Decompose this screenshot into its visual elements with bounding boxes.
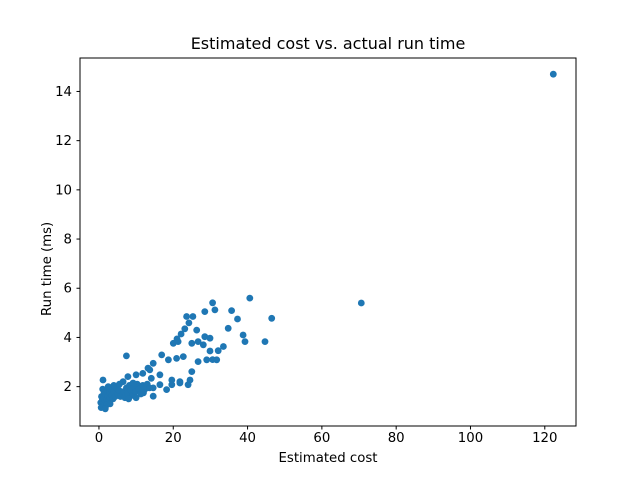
- data-point: [213, 356, 221, 364]
- data-point: [261, 338, 269, 345]
- data-point: [357, 299, 365, 307]
- data-point: [220, 343, 227, 350]
- data-point: [549, 70, 557, 78]
- data-point: [149, 392, 157, 400]
- y-tick-label: 2: [64, 380, 72, 395]
- y-tick-label: 6: [64, 282, 72, 297]
- data-point: [183, 313, 191, 320]
- data-point: [201, 333, 209, 341]
- data-point: [123, 352, 130, 360]
- y-tick-label: 12: [55, 134, 72, 149]
- data-point: [124, 373, 132, 380]
- data-point: [184, 381, 192, 389]
- data-point: [140, 389, 147, 397]
- data-point: [129, 379, 137, 387]
- data-point: [106, 400, 114, 408]
- x-tick-label: 80: [388, 431, 405, 446]
- data-point: [194, 338, 202, 345]
- data-point: [185, 319, 193, 327]
- y-axis-label: Run time (ms): [40, 221, 55, 316]
- data-point: [132, 394, 140, 402]
- y-tick-label: 8: [64, 233, 72, 248]
- data-point: [193, 326, 201, 334]
- data-point: [211, 306, 219, 314]
- data-point: [156, 381, 164, 389]
- data-point: [241, 338, 249, 345]
- data-point: [147, 374, 155, 382]
- data-point: [101, 405, 109, 413]
- data-point: [228, 307, 236, 314]
- data-point: [116, 380, 123, 388]
- data-point: [188, 368, 196, 375]
- data-point: [125, 395, 133, 403]
- data-point: [139, 370, 147, 377]
- data-point: [156, 371, 164, 379]
- data-point: [132, 371, 140, 379]
- data-point: [239, 331, 247, 339]
- data-point: [199, 341, 207, 349]
- data-point: [214, 347, 222, 355]
- data-point: [179, 353, 187, 360]
- x-tick-label: 100: [458, 431, 483, 446]
- x-tick-label: 60: [313, 431, 330, 446]
- data-point: [246, 294, 254, 302]
- data-point: [203, 356, 211, 364]
- data-point: [206, 334, 214, 342]
- data-point: [176, 379, 184, 387]
- data-point: [146, 384, 153, 392]
- data-point: [163, 386, 171, 393]
- chart-title: Estimated cost vs. actual run time: [190, 34, 466, 53]
- data-point: [144, 364, 152, 372]
- x-tick-label: 20: [165, 431, 182, 446]
- data-point: [173, 355, 181, 362]
- data-point: [165, 356, 172, 364]
- data-point: [201, 308, 209, 315]
- data-point: [209, 299, 217, 307]
- x-tick-label: 120: [532, 431, 557, 446]
- y-tick-label: 10: [55, 183, 72, 198]
- y-tick-label: 4: [64, 331, 72, 346]
- data-point: [149, 359, 157, 367]
- data-point: [188, 339, 196, 347]
- data-point: [104, 383, 112, 390]
- data-point: [194, 358, 202, 365]
- x-tick-label: 0: [95, 431, 103, 446]
- y-tick-label: 14: [55, 85, 72, 100]
- axes-spines: [79, 57, 577, 427]
- data-point: [189, 313, 197, 320]
- data-point: [174, 338, 182, 345]
- data-point: [206, 347, 214, 355]
- data-point: [224, 324, 232, 332]
- data-point: [234, 315, 241, 323]
- data-point: [168, 381, 176, 389]
- x-axis-label: Estimated cost: [278, 451, 378, 466]
- data-point: [181, 325, 189, 333]
- data-point: [168, 376, 176, 384]
- data-point: [268, 314, 276, 322]
- data-point: [177, 330, 185, 338]
- data-point: [110, 382, 118, 389]
- data-point: [99, 376, 107, 384]
- x-tick-label: 40: [239, 431, 256, 446]
- data-point: [158, 351, 166, 359]
